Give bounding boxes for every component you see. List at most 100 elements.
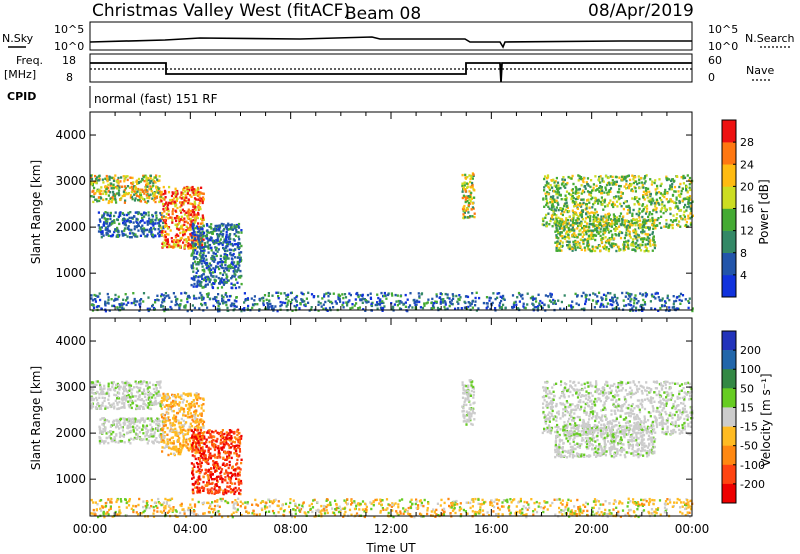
data-cell	[138, 309, 141, 312]
data-cell	[279, 300, 282, 304]
data-cell	[180, 215, 183, 218]
data-cell	[613, 295, 616, 299]
data-cell	[224, 293, 227, 296]
data-cell	[594, 196, 597, 200]
data-cell	[138, 195, 141, 198]
data-cell	[108, 229, 111, 233]
data-cell	[570, 307, 573, 310]
data-cell	[219, 238, 222, 241]
data-cell	[612, 201, 615, 204]
data-cell	[201, 214, 204, 217]
data-cell	[269, 302, 272, 306]
data-cell	[122, 217, 126, 220]
data-cell	[192, 270, 195, 273]
data-cell	[576, 207, 579, 210]
data-cell	[181, 224, 184, 227]
data-cell	[173, 217, 176, 220]
data-cell	[648, 190, 651, 194]
data-cell	[173, 239, 176, 242]
data-cell	[524, 306, 527, 310]
data-cell	[653, 221, 656, 225]
data-cell	[555, 214, 558, 217]
data-cell	[99, 229, 103, 232]
data-cell	[645, 293, 648, 296]
data-cell	[470, 176, 473, 179]
data-cell	[625, 233, 629, 237]
data-cell	[123, 213, 126, 217]
data-cell	[146, 430, 149, 434]
data-cell	[146, 235, 149, 238]
data-cell	[275, 291, 278, 294]
data-cell	[117, 191, 120, 195]
data-cell	[638, 246, 641, 250]
data-cell	[667, 200, 671, 203]
data-cell	[556, 201, 559, 204]
data-cell	[112, 420, 115, 424]
data-cell	[103, 396, 106, 400]
data-cell	[607, 222, 611, 225]
data-cell	[615, 222, 619, 225]
data-cell	[680, 192, 683, 196]
data-cell	[268, 300, 271, 303]
data-cell	[147, 178, 150, 182]
data-cell	[195, 297, 198, 300]
data-cell	[152, 441, 155, 444]
data-cell	[598, 244, 601, 248]
data-cell	[543, 189, 546, 192]
data-cell	[119, 386, 122, 389]
data-cell	[598, 223, 601, 226]
data-cell	[464, 295, 468, 298]
data-cell	[187, 295, 190, 298]
data-cell	[667, 225, 670, 228]
data-cell	[170, 307, 173, 310]
data-cell	[570, 304, 573, 307]
data-cell	[635, 230, 638, 233]
data-cell	[202, 196, 205, 199]
data-cell	[641, 215, 644, 219]
data-cell	[462, 213, 465, 216]
data-cell	[200, 284, 203, 288]
data-cell	[579, 238, 582, 241]
data-cell	[342, 301, 345, 304]
data-cell	[603, 231, 606, 234]
data-cell	[176, 197, 179, 200]
data-cell	[161, 212, 164, 215]
data-cell	[635, 241, 638, 245]
data-cell	[219, 257, 222, 261]
data-cell	[220, 230, 223, 233]
data-cell	[687, 306, 690, 310]
data-cell	[232, 249, 235, 252]
data-cell	[572, 224, 575, 227]
data-cell	[632, 244, 635, 248]
data-cell	[141, 380, 145, 384]
data-cell	[354, 298, 357, 301]
data-cell	[106, 419, 109, 422]
data-cell	[188, 228, 191, 232]
data-cell	[212, 297, 215, 301]
data-cell	[543, 177, 546, 181]
data-cell	[552, 178, 555, 181]
data-cell	[150, 434, 153, 438]
data-cell	[208, 267, 212, 270]
data-cell	[197, 239, 200, 242]
data-cell	[659, 192, 662, 195]
data-cell	[444, 301, 447, 304]
data-cell	[611, 175, 614, 179]
data-cell	[555, 247, 558, 250]
data-cell	[271, 294, 274, 297]
data-cell	[609, 303, 612, 306]
data-cell	[223, 257, 226, 260]
data-cell	[204, 303, 207, 306]
data-cell	[380, 301, 383, 304]
data-cell	[594, 200, 597, 203]
data-cell	[503, 298, 506, 301]
data-cell	[469, 193, 472, 196]
data-cell	[673, 185, 677, 189]
data-cell	[648, 233, 651, 237]
data-cell	[121, 185, 124, 188]
data-cell	[656, 218, 659, 222]
data-cell	[557, 237, 560, 240]
data-cell	[213, 229, 216, 233]
data-cell	[271, 305, 274, 308]
data-cell	[402, 303, 405, 306]
